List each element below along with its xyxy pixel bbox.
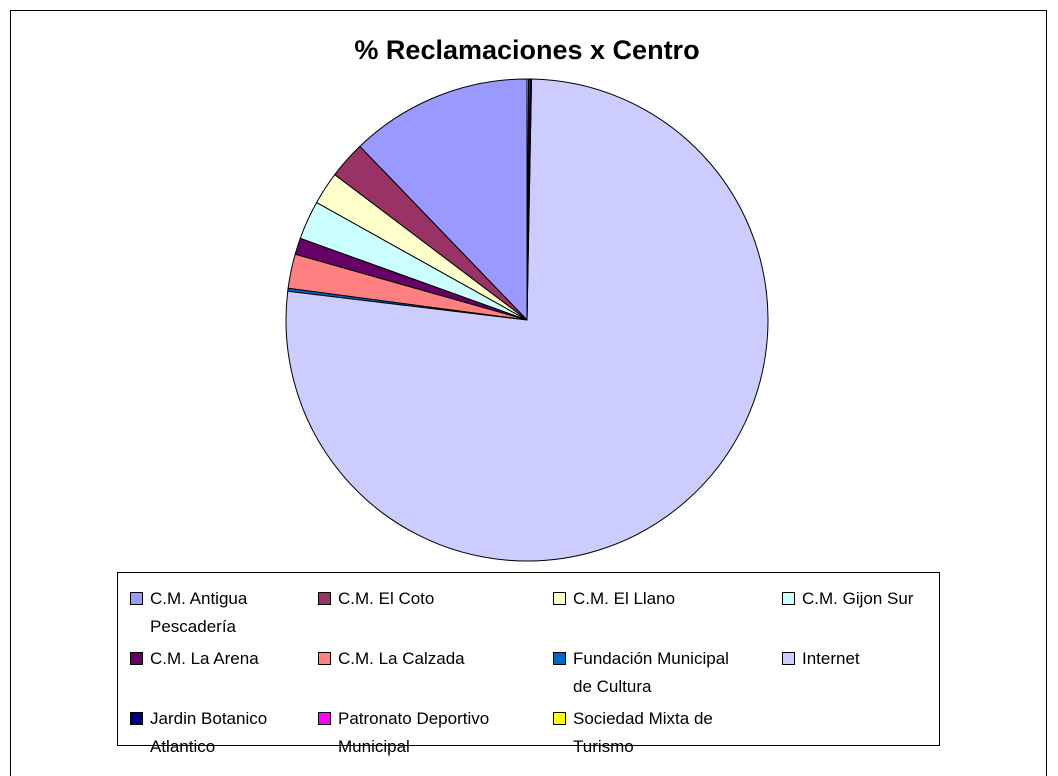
legend-swatch (130, 652, 143, 665)
legend-label: Sociedad Mixta de Turismo (573, 709, 713, 756)
legend-label: Patronato Deportivo Municipal (338, 709, 490, 756)
legend-label: C.M. El Llano (573, 589, 676, 608)
pie-slice (526, 78, 530, 321)
legend-swatch (318, 712, 331, 725)
legend-swatch (130, 712, 143, 725)
pie-slice (359, 78, 528, 322)
chart-border (10, 10, 1047, 776)
legend-swatch (553, 712, 566, 725)
legend-swatch (318, 652, 331, 665)
legend-swatch (782, 652, 795, 665)
legend-label: Fundación Municipal de Cultura (573, 649, 729, 696)
legend-swatch (782, 592, 795, 605)
legend-label: Jardin Botanico Atlantico (150, 709, 268, 756)
legend-swatch (130, 592, 143, 605)
legend-label: C.M. La Arena (150, 649, 259, 668)
legend: C.M. Antigua Pescadería C.M. El Coto C.M. … (117, 572, 940, 756)
legend-label: C.M. Antigua Pescadería (150, 589, 248, 636)
chart-title: % Reclamaciones x Centro (354, 35, 699, 65)
legend-label: C.M. Gijon Sur (802, 589, 914, 608)
legend-swatch (553, 592, 566, 605)
legend-label: C.M. El Coto (338, 589, 435, 608)
legend-swatch (318, 592, 331, 605)
legend-swatch (553, 652, 566, 665)
legend-label: C.M. La Calzada (338, 649, 465, 668)
legend-label: Internet (802, 649, 860, 668)
